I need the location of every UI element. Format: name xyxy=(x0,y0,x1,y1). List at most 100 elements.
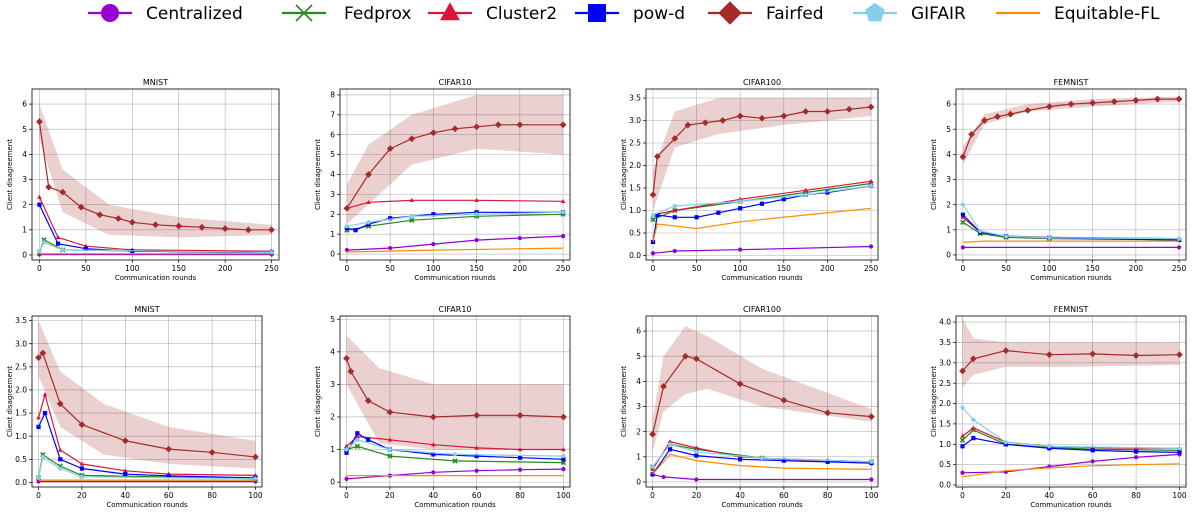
data-point xyxy=(366,437,371,442)
data-point xyxy=(960,219,966,225)
legend-label: Cluster2 xyxy=(486,4,557,24)
data-point xyxy=(960,405,965,410)
data-point xyxy=(57,447,63,452)
data-point xyxy=(58,457,63,462)
data-point xyxy=(1176,245,1182,250)
confidence-band xyxy=(38,320,256,469)
data-point xyxy=(366,199,371,205)
data-point xyxy=(867,103,875,111)
series-line xyxy=(346,124,564,209)
data-point xyxy=(517,455,523,460)
x-tick-label: 200 xyxy=(513,264,528,273)
data-point xyxy=(560,198,566,204)
confidence-band xyxy=(962,96,1180,165)
data-point xyxy=(719,117,727,124)
axes-frame xyxy=(339,315,571,488)
series-cluster2 xyxy=(344,433,566,452)
series-gifair xyxy=(37,240,274,255)
data-point xyxy=(561,453,566,458)
series-gifair xyxy=(650,441,874,469)
series-gifair xyxy=(344,209,566,229)
series-fairfed xyxy=(35,349,259,461)
data-point xyxy=(802,108,809,115)
x-tick-label: 200 xyxy=(1129,264,1144,273)
data-point xyxy=(431,470,436,475)
x-tick-label: 150 xyxy=(172,264,187,273)
x-tick-label: 0 xyxy=(960,491,965,500)
data-point xyxy=(959,437,966,443)
x-tick-label: 20 xyxy=(385,491,395,500)
data-point xyxy=(244,226,252,234)
data-point xyxy=(452,458,458,464)
data-point xyxy=(40,454,46,459)
data-point xyxy=(845,105,853,113)
y-tick-label: 2.5 xyxy=(939,379,951,388)
x-tick-label: 150 xyxy=(469,264,484,273)
x-tick-label: 250 xyxy=(264,264,279,273)
x-tick-label: 250 xyxy=(864,264,879,273)
y-tick-label: 5 xyxy=(330,150,335,159)
y-tick-label: 2 xyxy=(22,200,27,209)
chart-title: CIFAR100 xyxy=(743,78,781,87)
data-point xyxy=(366,219,371,225)
data-point xyxy=(803,187,808,192)
data-point xyxy=(37,194,42,199)
series-line xyxy=(652,473,872,481)
data-point xyxy=(759,455,765,460)
data-point xyxy=(1176,236,1182,241)
x-axis-label: Communication rounds xyxy=(106,501,188,509)
data-point xyxy=(977,228,983,233)
data-point xyxy=(344,443,349,448)
x-tick-label: 0 xyxy=(650,491,655,500)
data-point xyxy=(365,171,372,178)
data-point xyxy=(971,436,976,441)
data-point xyxy=(516,411,524,419)
series-gifair xyxy=(36,454,258,481)
data-point xyxy=(960,444,965,449)
data-point xyxy=(960,202,966,207)
x-tick-label: 150 xyxy=(777,264,792,273)
series-line xyxy=(38,351,256,458)
y-tick-label: 6 xyxy=(946,100,951,109)
data-point xyxy=(42,392,48,397)
data-point xyxy=(682,352,689,360)
y-tick-label: 4 xyxy=(636,377,641,386)
x-tick-label: 0 xyxy=(651,264,656,273)
data-point xyxy=(971,425,976,430)
y-tick-label: 1.5 xyxy=(15,409,27,418)
x-tick-label: 100 xyxy=(556,491,571,500)
y-tick-label: 3 xyxy=(22,175,27,184)
y-tick-label: 3 xyxy=(330,190,335,199)
x-axis-label: Communication rounds xyxy=(414,274,496,282)
data-point xyxy=(344,223,350,229)
series-line xyxy=(346,247,564,253)
y-tick-label: 0 xyxy=(636,478,641,487)
data-point xyxy=(781,458,786,463)
x-tick-label: 60 xyxy=(779,491,789,500)
x-tick-label: 100 xyxy=(248,491,263,500)
x-tick-label: 250 xyxy=(556,264,571,273)
y-axis-label: Client disagreement xyxy=(620,366,628,437)
data-point xyxy=(55,241,61,246)
data-point xyxy=(516,121,524,129)
y-tick-label: 2 xyxy=(946,200,951,209)
x-tick-label: 100 xyxy=(1042,264,1057,273)
data-point xyxy=(649,191,657,199)
data-point xyxy=(36,475,41,480)
data-point xyxy=(667,439,673,444)
x-tick-label: 100 xyxy=(1172,491,1187,500)
series-line xyxy=(962,453,1180,474)
x-tick-label: 60 xyxy=(472,491,482,500)
data-point xyxy=(268,226,275,234)
y-tick-label: 1.0 xyxy=(939,440,951,449)
data-point xyxy=(252,453,259,461)
legend-marker-icon xyxy=(588,4,606,22)
data-point xyxy=(388,245,393,251)
data-point xyxy=(343,354,350,362)
y-tick-label: 4 xyxy=(946,150,951,159)
y-tick-label: 3.5 xyxy=(15,316,27,325)
data-point xyxy=(473,411,481,419)
legend-label: Fedprox xyxy=(344,4,411,24)
data-point xyxy=(684,121,692,129)
